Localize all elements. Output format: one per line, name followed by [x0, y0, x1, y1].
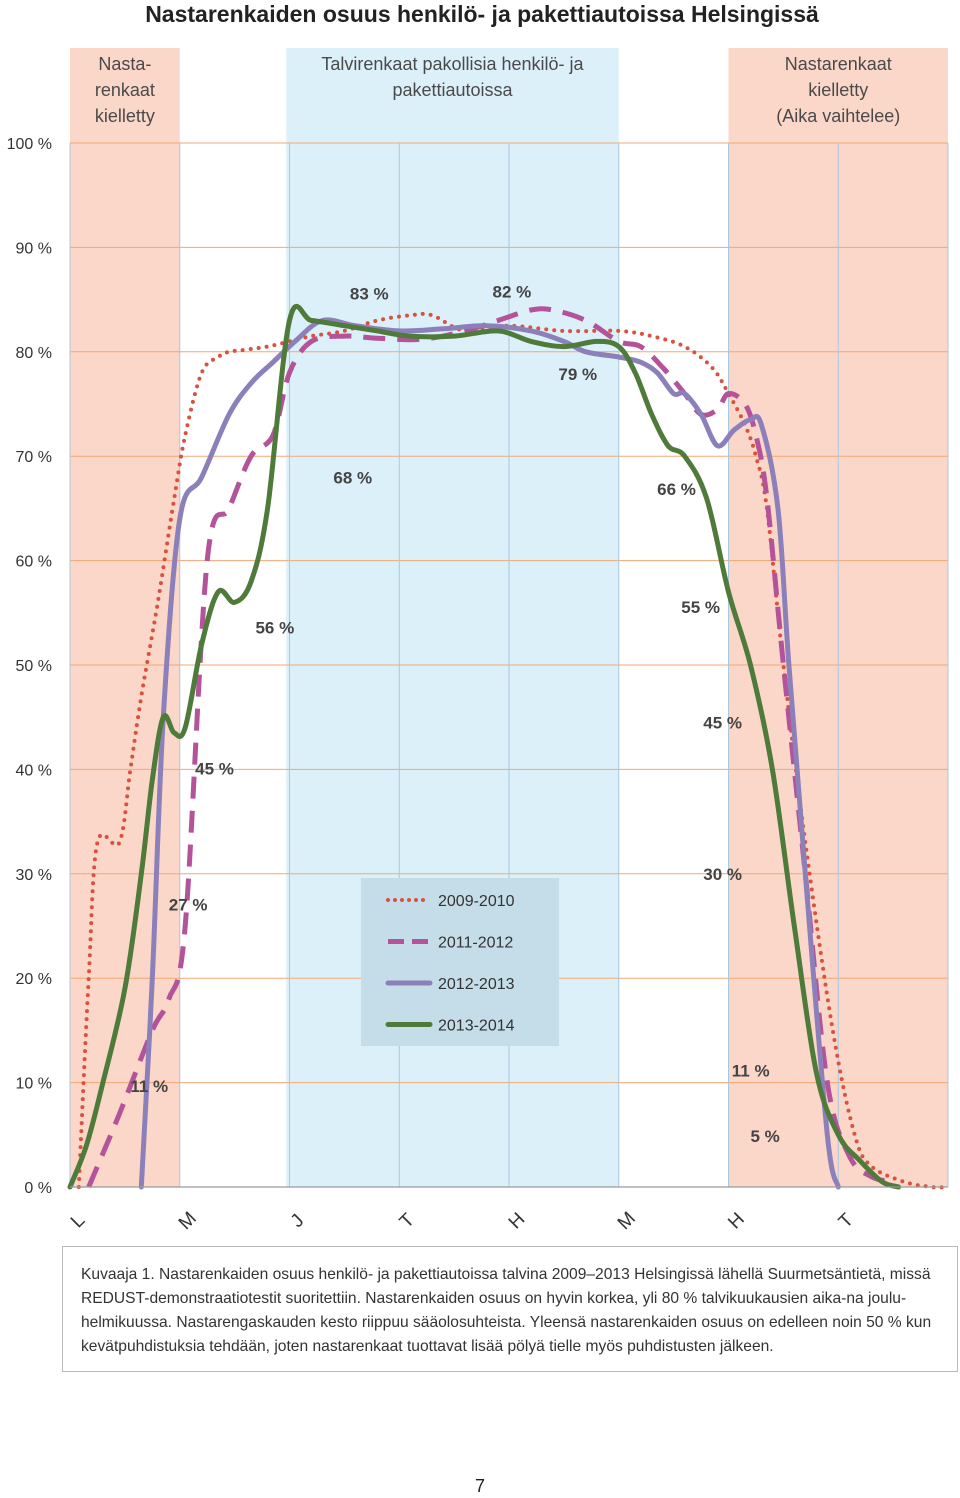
chart: Nastarenkaiden osuus henkilö- ja paketti…	[7, 1, 950, 1234]
series-layer	[67, 303, 950, 1190]
annotation-label: 30 %	[703, 865, 742, 884]
y-tick-label: 20 %	[16, 971, 52, 988]
annotation-label: 79 %	[558, 365, 597, 384]
x-tick-label: H	[505, 1209, 530, 1234]
annotation-label: 56 %	[255, 619, 294, 638]
series-line-2013-2014	[67, 303, 902, 1190]
band-label: Nasta-renkaat kielletty	[95, 54, 155, 126]
annotation-label: 45 %	[195, 760, 234, 779]
annotation-label: 11 %	[130, 1077, 168, 1096]
band-label-line: Talvirenkaat pakollisia henkilö- ja	[321, 54, 584, 74]
legend: 2009-2010 2011-2012 2012-2013 2013-2014	[361, 878, 559, 1046]
annotation-label: 66 %	[657, 480, 696, 499]
annotation-label: 45 %	[703, 714, 742, 733]
band-label-line: Nastarenkaat	[785, 54, 892, 74]
legend-entry: 2009-2010	[438, 893, 515, 910]
y-tick-label: 80 %	[16, 345, 52, 362]
annotation-label: 82 %	[493, 283, 532, 302]
annotation-label: 55 %	[681, 598, 720, 617]
x-tick-label: J	[287, 1210, 309, 1232]
band-label-line: kielletty	[95, 106, 155, 126]
y-tick-label: 10 %	[16, 1076, 52, 1093]
y-tick-label: 30 %	[16, 867, 52, 884]
y-tick-label: 0 %	[24, 1180, 52, 1197]
x-tick-label: T	[396, 1209, 419, 1232]
y-tick-label: 90 %	[16, 240, 52, 257]
band-label-line: (Aika vaihtelee)	[776, 106, 900, 126]
annotation-label: 5 %	[750, 1127, 779, 1146]
page-number: 7	[474, 1476, 485, 1496]
figure-caption: Kuvaaja 1. Nastarenkaiden osuus henkilö-…	[62, 1246, 958, 1372]
band-0	[70, 48, 180, 1187]
band-label: Nastarenkaat kielletty (Aika vaihtelee)	[776, 54, 900, 126]
band-label-line: kielletty	[808, 80, 868, 100]
x-tick-label: H	[724, 1209, 749, 1234]
x-tick-label: L	[67, 1210, 89, 1232]
annotation-layer: 11 % 27 % 45 % 56 % 68 % 83 % 82 % 79 % 66 % 55 %…	[130, 283, 779, 1147]
band-label-line: pakettiautoissa	[392, 80, 513, 100]
x-tick-label: M	[614, 1208, 640, 1234]
chart-title: Nastarenkaiden osuus henkilö- ja paketti…	[145, 1, 819, 27]
annotation-label: 68 %	[333, 468, 372, 487]
legend-entry: 2012-2013	[438, 976, 515, 993]
y-tick-label: 70 %	[16, 449, 52, 466]
band-label-line: Nasta-	[98, 54, 151, 74]
legend-entry: 2013-2014	[438, 1018, 515, 1035]
annotation-label: 11 %	[732, 1061, 770, 1080]
band-label-line: renkaat	[95, 80, 155, 100]
x-tick-label: T	[835, 1209, 858, 1232]
annotation-label: 27 %	[169, 895, 208, 914]
x-tick-label: M	[175, 1208, 201, 1234]
legend-box	[361, 878, 559, 1046]
band-label: Talvirenkaat pakollisia henkilö- ja paket…	[321, 54, 584, 100]
y-tick-label: 50 %	[16, 658, 52, 675]
y-tick-label: 60 %	[16, 554, 52, 571]
y-tick-label: 100 %	[7, 136, 52, 153]
y-tick-label: 40 %	[16, 762, 52, 779]
annotation-label: 83 %	[350, 285, 389, 304]
legend-entry: 2011-2012	[438, 935, 513, 952]
